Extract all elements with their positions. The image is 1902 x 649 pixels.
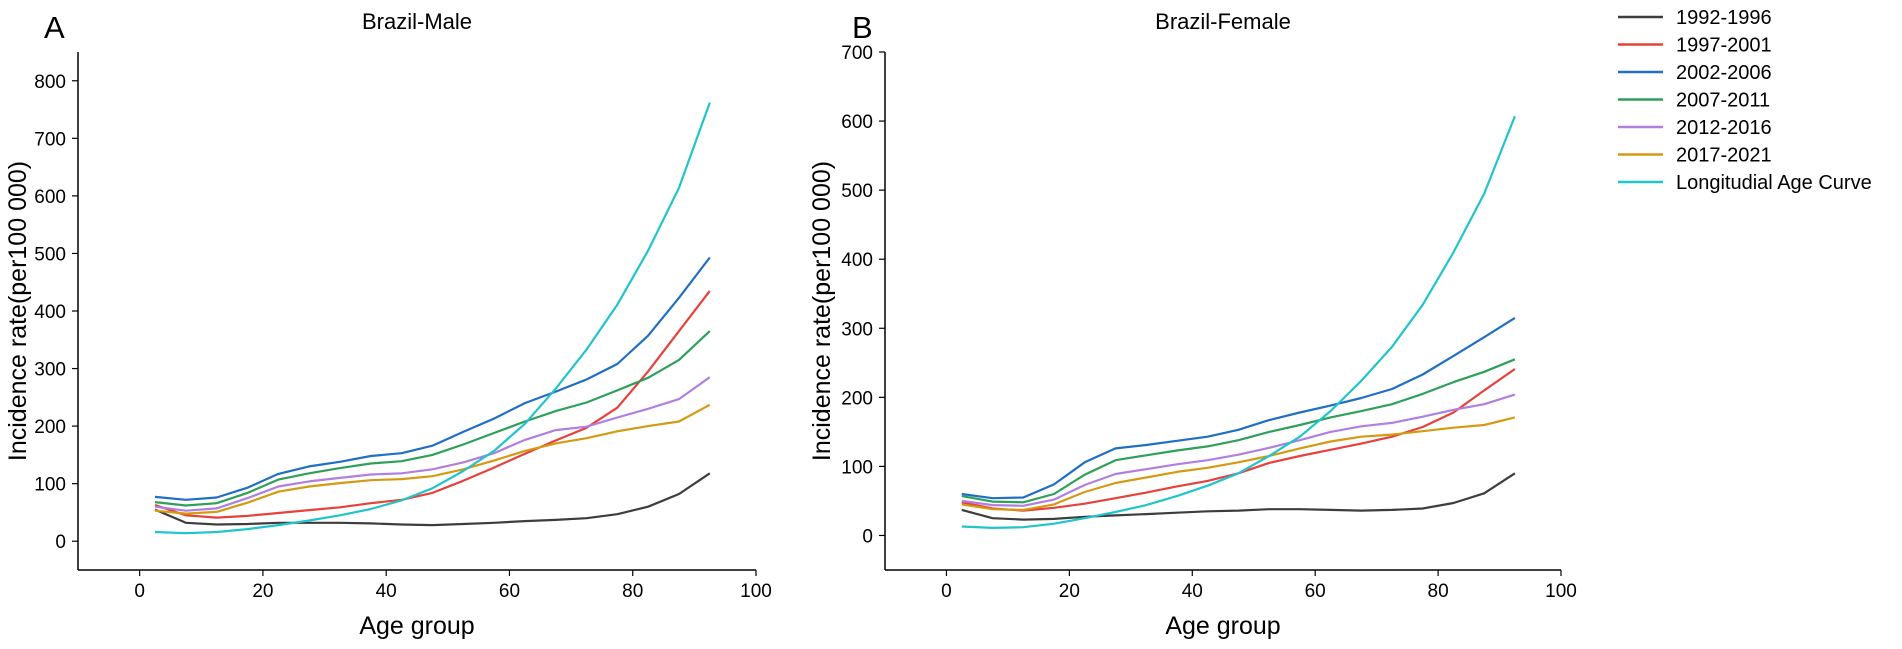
series-line-1997-2001	[154, 290, 711, 519]
x-tick-label: 0	[134, 581, 145, 602]
y-tick-label: 100	[34, 475, 66, 496]
panel-label: B	[852, 10, 873, 45]
legend-label: 2012-2016	[1676, 117, 1772, 139]
legend-label: 2007-2011	[1676, 90, 1770, 112]
x-tick-label: 80	[1428, 581, 1449, 602]
series-line-2007-2011	[961, 358, 1516, 504]
series-line-2017-2021	[961, 416, 1516, 511]
legend-label: 2017-2021	[1676, 145, 1772, 167]
chart-title: Brazil-Male	[362, 9, 472, 34]
x-tick-label: 60	[1305, 581, 1326, 602]
y-tick-label: 0	[862, 526, 873, 547]
x-tick-label: 0	[941, 581, 952, 602]
y-tick-label: 100	[841, 457, 873, 478]
y-tick-label: 400	[841, 250, 873, 271]
y-tick-label: 700	[34, 129, 66, 150]
y-tick-label: 200	[34, 417, 66, 438]
x-tick-label: 80	[622, 581, 643, 602]
x-tick-label: 60	[499, 581, 520, 602]
x-axis-label: Age group	[1165, 612, 1280, 640]
panel-a: 0 20 40 60 80 100 0 100 200 300 400 500 600 700 800 Age…	[4, 9, 772, 640]
series-line-longitudial-age-curve	[961, 115, 1516, 530]
chart-title: Brazil-Female	[1155, 9, 1291, 34]
legend-label: 1997-2001	[1676, 35, 1772, 57]
y-tick-label: 200	[841, 388, 873, 409]
x-tick-label: 100	[740, 581, 772, 602]
panel-b: 0 20 40 60 80 100 0 100 200 300 400 500 600 700 Age gr…	[808, 9, 1577, 640]
y-tick-label: 0	[55, 532, 66, 553]
y-tick-label: 600	[34, 187, 66, 208]
y-tick-label: 300	[841, 319, 873, 340]
x-tick-label: 40	[1182, 581, 1203, 602]
series-line-2012-2016	[961, 393, 1516, 507]
y-axis-label: Incidence rate(per100 000)	[4, 161, 32, 461]
legend: 1992-1996 1997-2001 2002-2006 2007-2011 2012…	[1618, 7, 1872, 194]
y-tick-label: 300	[34, 360, 66, 381]
y-tick-label: 600	[841, 112, 873, 133]
panel-label: A	[44, 10, 65, 45]
series-line-2012-2016	[154, 376, 711, 512]
legend-label: Longitudial Age Curve	[1676, 172, 1872, 194]
x-axis-label: Age group	[359, 612, 474, 640]
legend-label: 1992-1996	[1676, 7, 1772, 29]
x-tick-label: 20	[252, 581, 273, 602]
series-line-longitudial-age-curve	[154, 102, 711, 535]
series-line-2002-2006	[961, 316, 1516, 500]
series-line-2007-2011	[154, 330, 711, 507]
series-line-2002-2006	[154, 256, 711, 501]
legend-label: 2002-2006	[1676, 62, 1772, 84]
series-line-1992-1996	[154, 472, 711, 527]
x-tick-label: 40	[376, 581, 397, 602]
y-tick-label: 500	[841, 181, 873, 202]
y-tick-label: 700	[841, 43, 873, 64]
y-tick-label: 800	[34, 72, 66, 93]
y-axis-label: Incidence rate(per100 000)	[808, 161, 836, 461]
x-tick-label: 100	[1545, 581, 1577, 602]
y-tick-label: 400	[34, 302, 66, 323]
y-tick-label: 500	[34, 244, 66, 265]
series-line-1992-1996	[961, 472, 1516, 521]
series-line-2017-2021	[154, 403, 711, 515]
x-tick-label: 20	[1059, 581, 1080, 602]
